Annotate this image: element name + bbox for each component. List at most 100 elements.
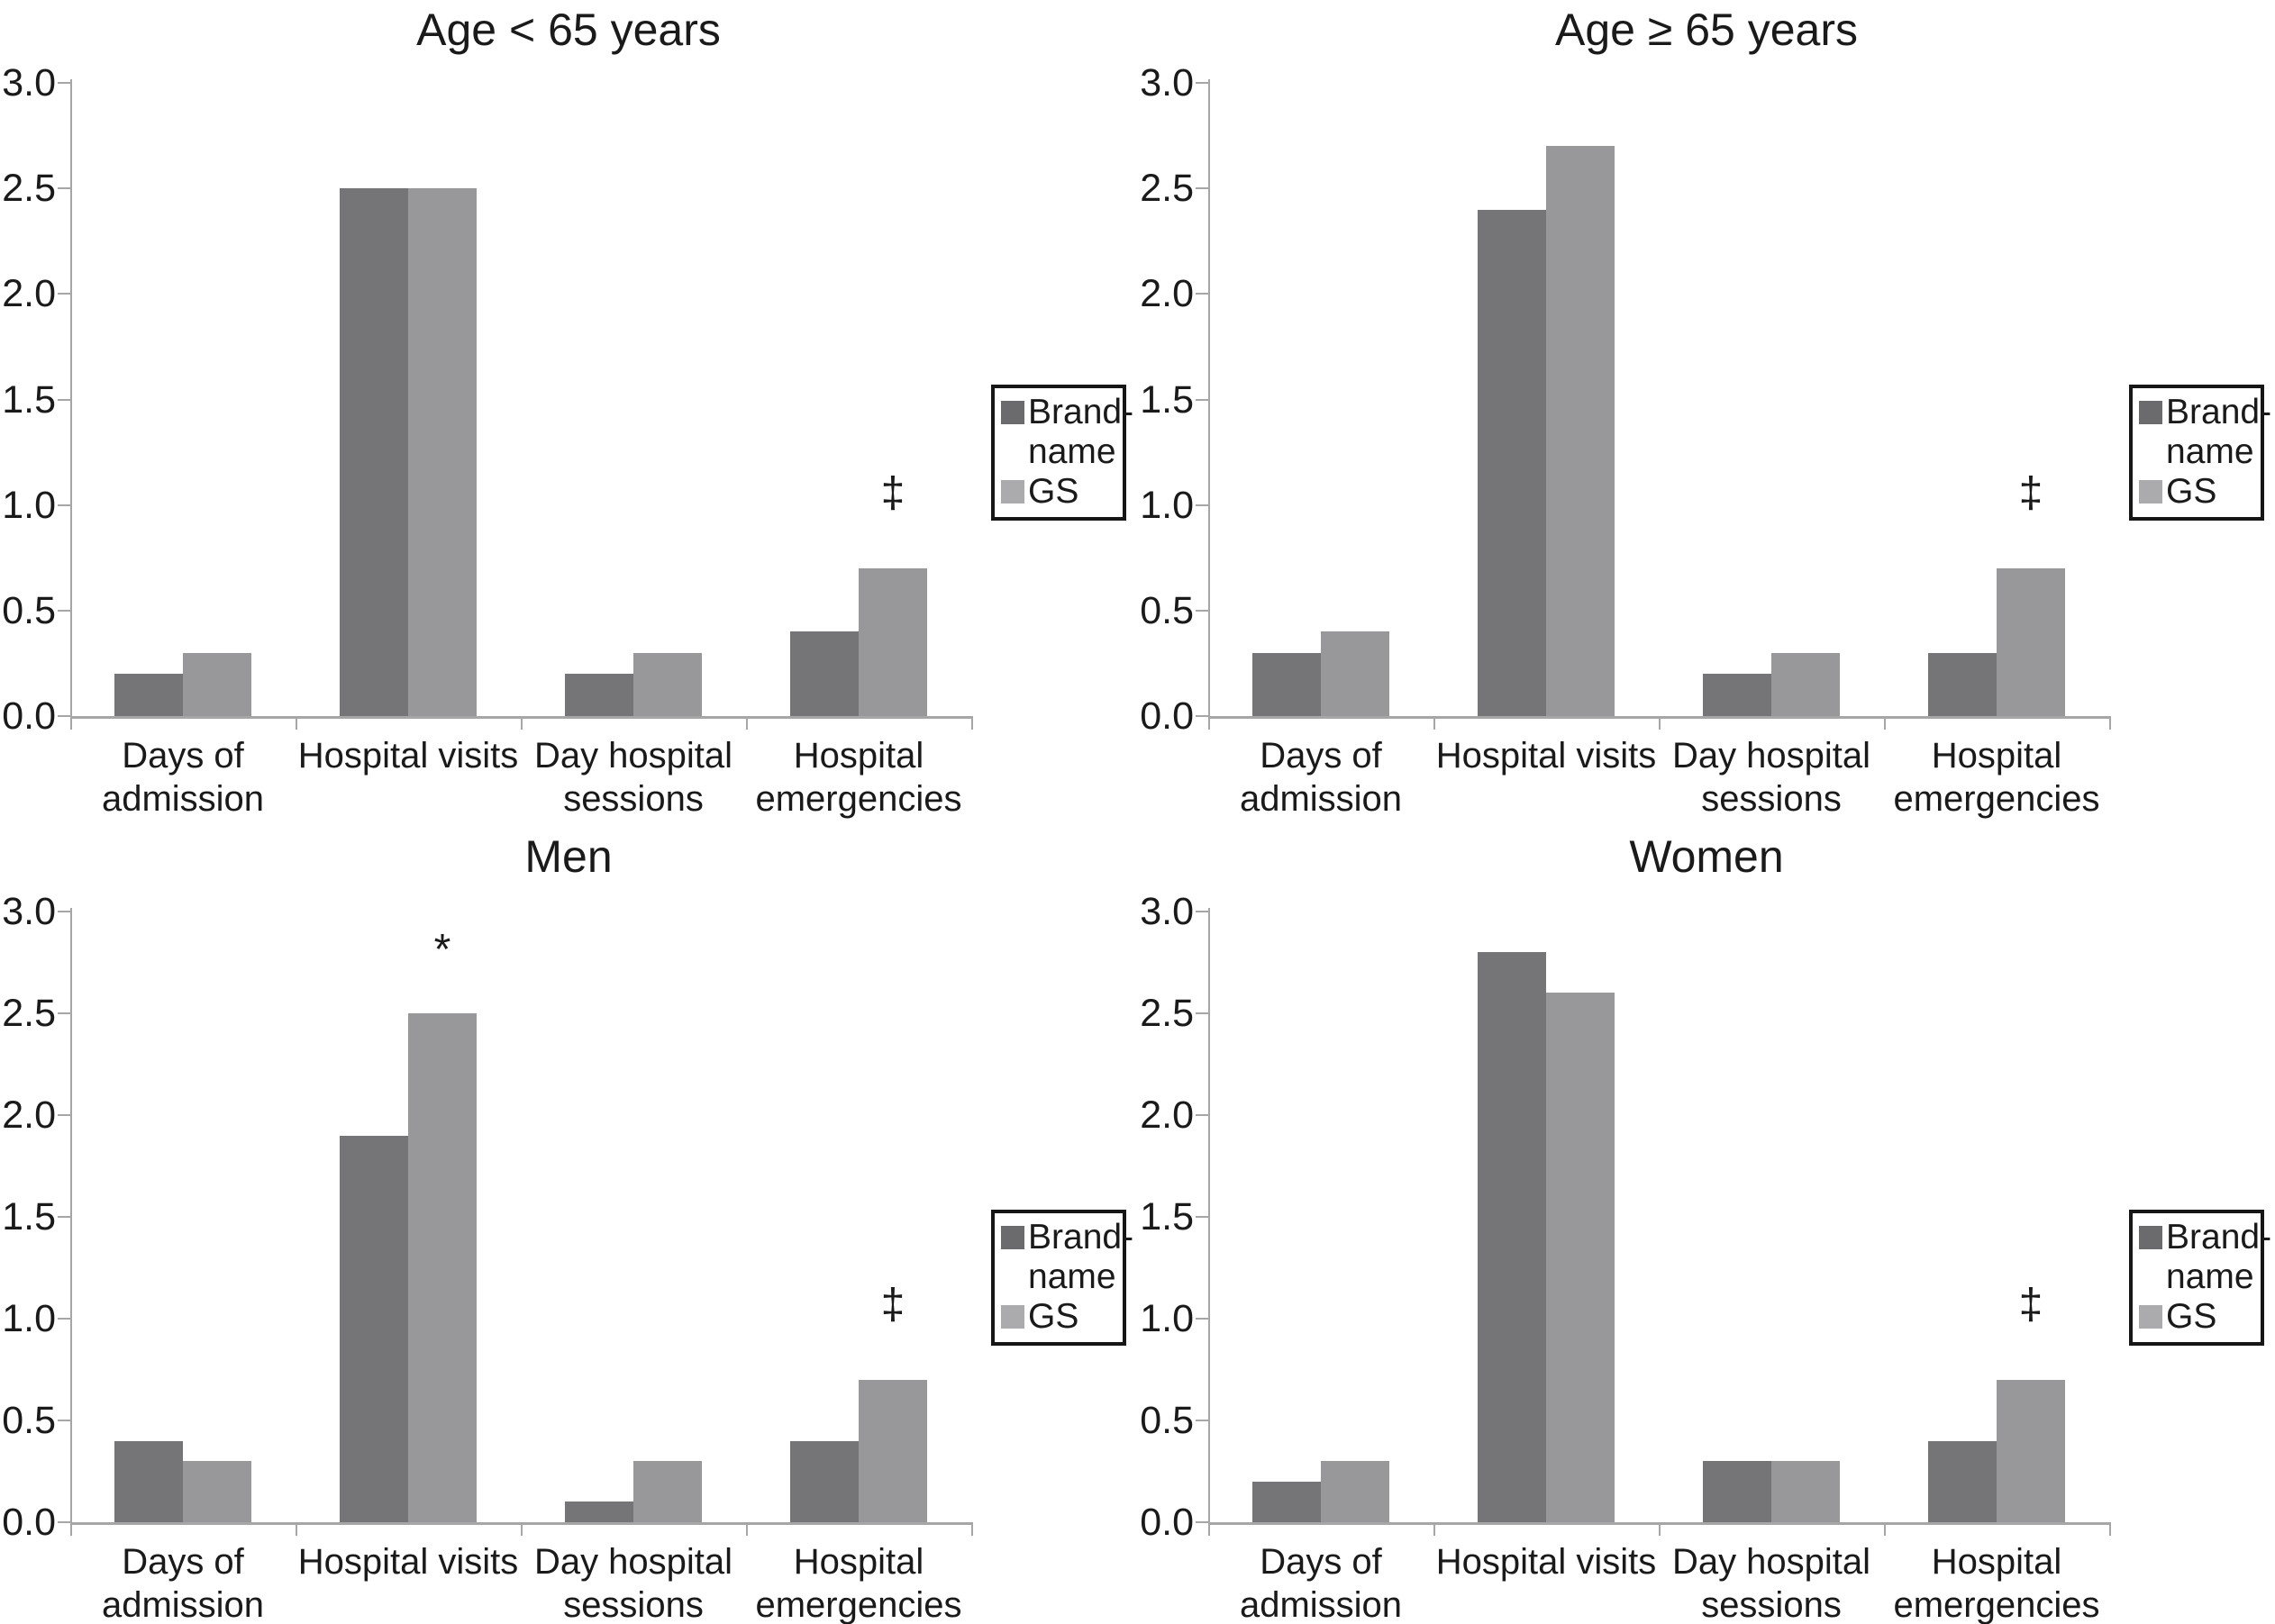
x-category-label: Hospital emergencies <box>755 736 962 819</box>
y-axis-tick <box>1196 293 1208 295</box>
x-axis-tick <box>521 719 523 730</box>
legend-label: GS <box>2166 472 2217 511</box>
y-axis-line <box>1208 79 1210 716</box>
legend-swatch-gs <box>2139 1305 2162 1329</box>
legend-label: Brand-name <box>1028 393 1134 471</box>
chart-panel: Age ≥ 65 years 3.0 2.5 2.0 1.5 1.0 0.5 0.0 Days … <box>1138 0 2275 819</box>
y-axis-tick <box>1196 1420 1208 1421</box>
chart-title: Men <box>524 831 613 882</box>
legend-swatch-brand-name <box>2139 1226 2162 1249</box>
legend-label: GS <box>1028 472 1079 511</box>
y-axis-tick-label: 1.0 <box>1140 483 1194 527</box>
y-axis-tick <box>1196 1318 1208 1320</box>
y-axis-tick-label: 0.0 <box>2 1501 56 1544</box>
x-category-label: Days of admission <box>101 736 265 819</box>
bar-gs <box>408 188 477 716</box>
x-axis-tick <box>70 719 72 730</box>
y-axis-tick-label: 2.0 <box>1140 272 1194 316</box>
y-axis-tick <box>58 1012 70 1014</box>
x-axis-line <box>70 1522 973 1525</box>
legend: Brand-name GS <box>2129 1210 2271 1346</box>
x-axis-tick <box>971 1525 973 1536</box>
x-axis-line <box>70 716 973 719</box>
y-axis-tick-label: 1.5 <box>1140 377 1194 422</box>
x-axis-tick <box>746 719 748 730</box>
x-axis-line <box>1208 1522 2111 1525</box>
legend-item: GS <box>1001 472 1119 512</box>
x-axis-tick <box>521 1525 523 1536</box>
y-axis-tick-label: 2.0 <box>1140 1093 1194 1137</box>
bar-gs <box>859 568 927 716</box>
legend-label: Brand-name <box>2166 393 2272 471</box>
chart-title: Age < 65 years <box>416 5 721 55</box>
x-category-label: Hospital visits <box>1435 1542 1657 1582</box>
y-axis-tick-label: 2.5 <box>2 167 56 211</box>
x-category-label: Day hospital sessions <box>533 1542 733 1624</box>
bar-brand-name <box>340 188 408 716</box>
y-axis-tick <box>1196 715 1208 717</box>
y-axis-tick-label: 2.0 <box>2 272 56 316</box>
x-axis-tick <box>746 1525 748 1536</box>
y-axis-tick-label: 0.0 <box>1140 694 1194 738</box>
bar-brand-name <box>340 1136 408 1522</box>
x-axis-tick <box>2109 719 2111 730</box>
x-category-label: Day hospital sessions <box>1671 736 1871 819</box>
annotation-double-dagger: ‡ <box>880 1281 905 1329</box>
bar-brand-name <box>565 1502 633 1522</box>
bar-brand-name <box>565 674 633 716</box>
bar-brand-name <box>1928 653 1997 716</box>
legend-swatch-brand-name <box>1001 1226 1024 1249</box>
y-axis-tick <box>1196 911 1208 912</box>
bar-gs <box>633 653 702 716</box>
bar-gs <box>1771 1461 1840 1522</box>
y-axis-tick-label: 1.5 <box>2 377 56 422</box>
chart-panel: Women 3.0 2.5 2.0 1.5 1.0 0.5 0.0 Days of admiss… <box>1138 811 2275 1624</box>
x-axis-tick <box>70 1525 72 1536</box>
x-category-label: Day hospital sessions <box>533 736 733 819</box>
bar-gs <box>408 1013 477 1522</box>
x-category-label: Days of admission <box>101 1542 265 1624</box>
x-axis-tick <box>1433 1525 1435 1536</box>
bar-gs <box>183 1461 251 1522</box>
y-axis-tick <box>1196 398 1208 401</box>
y-axis-tick-label: 0.5 <box>1140 588 1194 632</box>
legend-swatch-brand-name <box>2139 401 2162 424</box>
legend-item: GS <box>1001 1297 1119 1337</box>
y-axis-tick <box>1196 82 1208 84</box>
y-axis-line <box>70 908 72 1522</box>
x-category-label: Hospital visits <box>297 1542 519 1582</box>
y-axis-tick-label: 2.5 <box>1140 992 1194 1035</box>
x-axis-tick <box>296 1525 297 1536</box>
y-axis-tick-label: 0.0 <box>2 694 56 738</box>
y-axis-tick-label: 3.0 <box>2 890 56 933</box>
y-axis-tick-label: 2.5 <box>1140 167 1194 211</box>
y-axis-tick <box>1196 1114 1208 1116</box>
y-axis-tick-label: 0.5 <box>2 588 56 632</box>
y-axis-tick-label: 3.0 <box>1140 890 1194 933</box>
bar-brand-name <box>1928 1441 1997 1522</box>
annotation-asterisk: * <box>433 926 451 974</box>
y-axis-tick-label: 1.0 <box>2 483 56 527</box>
y-axis-tick <box>58 1420 70 1421</box>
bar-brand-name <box>1252 653 1321 716</box>
bar-gs <box>1546 993 1615 1522</box>
y-axis-line <box>1208 908 1210 1522</box>
bar-brand-name <box>114 1441 183 1522</box>
legend: Brand-name GS <box>991 385 1134 521</box>
x-category-label: Hospital emergencies <box>1893 1542 2100 1624</box>
bar-gs <box>1321 631 1389 716</box>
y-axis-tick <box>58 82 70 84</box>
legend-item: Brand-name <box>2139 1218 2271 1297</box>
x-axis-tick <box>1208 719 1210 730</box>
legend: Brand-name GS <box>991 1210 1133 1346</box>
y-axis-tick <box>58 609 70 612</box>
y-axis-tick <box>58 911 70 912</box>
y-axis-tick-label: 1.5 <box>1140 1195 1194 1238</box>
y-axis-tick-label: 0.5 <box>1140 1399 1194 1442</box>
y-axis-tick <box>1196 609 1208 612</box>
bar-gs <box>859 1380 927 1522</box>
chart-title: Women <box>1629 831 1784 882</box>
x-axis-tick <box>296 719 297 730</box>
legend-swatch-gs <box>2139 480 2162 504</box>
x-category-label: Hospital visits <box>297 736 519 776</box>
